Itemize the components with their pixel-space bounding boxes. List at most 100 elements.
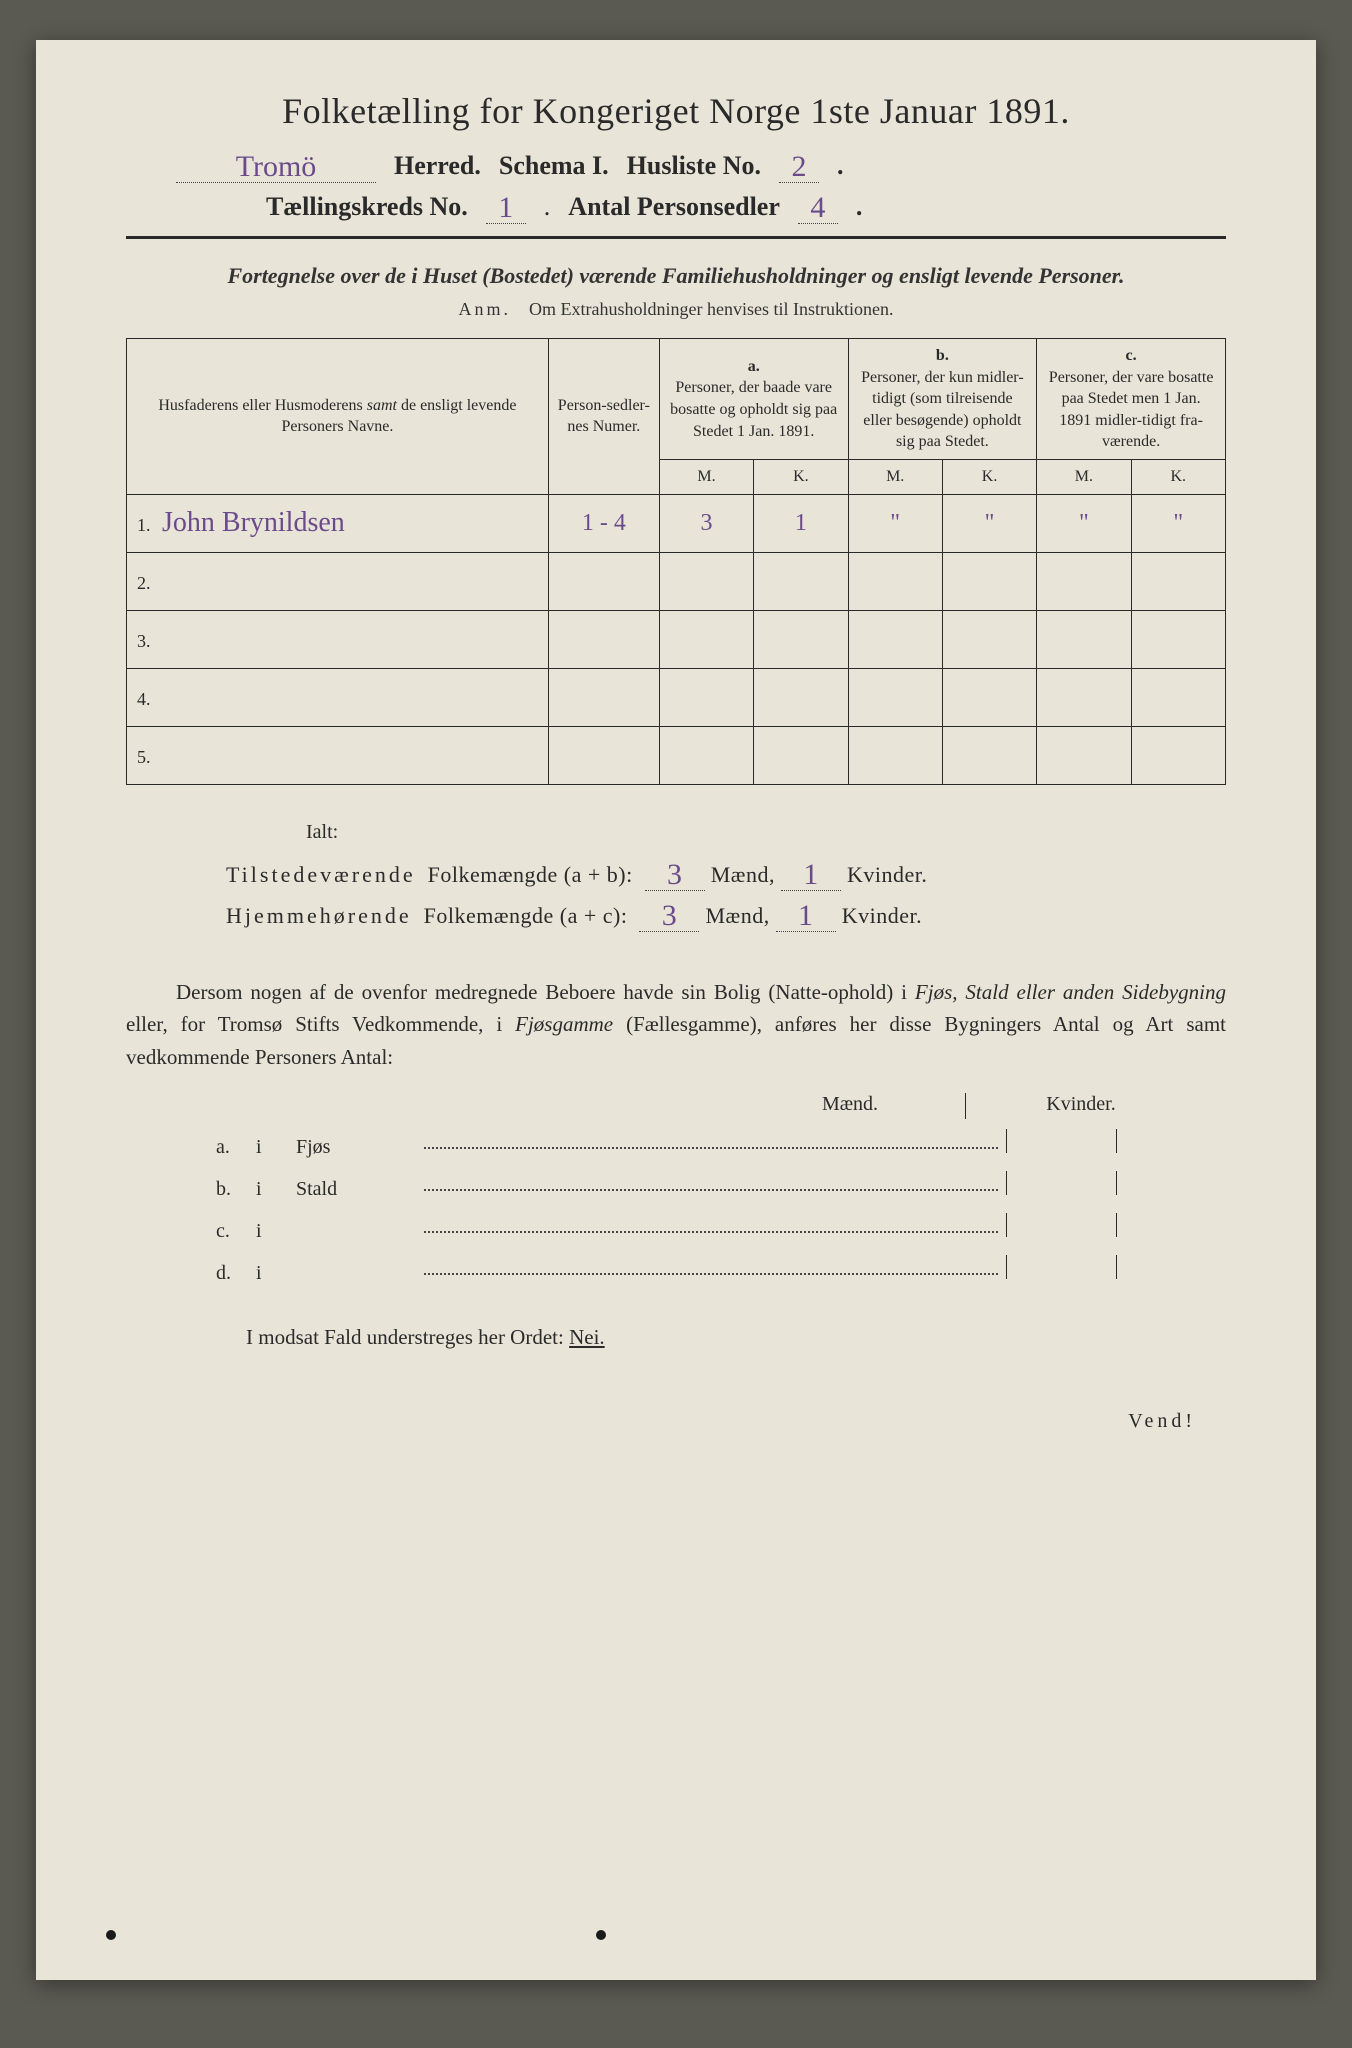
row-name-cell: 2.	[127, 552, 549, 610]
household-table: Husfaderens eller Husmoderens samt de en…	[126, 338, 1226, 785]
cell-cm	[1037, 668, 1131, 726]
herred-value: Tromö	[176, 152, 376, 183]
cell-ak	[754, 726, 848, 784]
row-name-cell: 1. John Brynildsen	[127, 494, 549, 552]
cell-bm	[848, 610, 942, 668]
col-num-header: Person-sedler-nes Numer.	[548, 339, 659, 495]
subtitle: Fortegnelse over de i Huset (Bostedet) v…	[126, 263, 1226, 289]
ialt-label: Ialt:	[126, 821, 1226, 844]
header-row-2: Tællingskreds No. 1 . Antal Personsedler…	[126, 191, 1226, 222]
cell-cm: "	[1037, 494, 1131, 552]
cell-ak: 1	[754, 494, 848, 552]
cell-num	[548, 726, 659, 784]
building-row: c.i	[216, 1213, 1226, 1243]
col-c-header: c. Personer, der vare bosatte paa Stedet…	[1037, 339, 1226, 460]
sum2-label: Hjemmehørende	[226, 903, 412, 928]
col-b-header: b. Personer, der kun midler-tidigt (som …	[848, 339, 1037, 460]
row-name-cell: 4.	[127, 668, 549, 726]
sum2-k: 1	[776, 901, 836, 932]
col-a-k: K.	[754, 459, 848, 494]
cell-ck: "	[1131, 494, 1225, 552]
sum1-label: Tilstedeværende	[226, 862, 416, 887]
cell-ak	[754, 668, 848, 726]
row-name-cell: 5.	[127, 726, 549, 784]
divider	[126, 236, 1226, 239]
header-row-1: Tromö Herred. Schema I. Husliste No. 2 .	[126, 150, 1226, 181]
table-row: 4.	[127, 668, 1226, 726]
antal-label: Antal Personsedler	[568, 192, 780, 222]
mk-header: Mænd. Kvinder.	[126, 1093, 1226, 1119]
cell-ck	[1131, 552, 1225, 610]
cell-bm	[848, 668, 942, 726]
vend-label: Vend!	[126, 1410, 1226, 1433]
punch-hole-mid	[596, 1930, 606, 1940]
col-c-m: M.	[1037, 459, 1131, 494]
col-b-m: M.	[848, 459, 942, 494]
cell-cm	[1037, 610, 1131, 668]
table-row: 1. John Brynildsen1 - 431""""	[127, 494, 1226, 552]
cell-bk	[942, 552, 1036, 610]
cell-num	[548, 668, 659, 726]
final-line: I modsat Fald understreges her Ordet: Ne…	[126, 1325, 1226, 1350]
page-title: Folketælling for Kongeriget Norge 1ste J…	[126, 90, 1226, 132]
mk-divider	[965, 1093, 966, 1119]
building-row: a.iFjøs	[216, 1129, 1226, 1159]
cell-bk: "	[942, 494, 1036, 552]
cell-bk	[942, 610, 1036, 668]
cell-am	[659, 668, 753, 726]
cell-bm: "	[848, 494, 942, 552]
anm-label: Anm.	[459, 299, 512, 319]
kreds-label: Tællingskreds No.	[266, 192, 468, 222]
instruction-paragraph: Dersom nogen af de ovenfor medregnede Be…	[126, 976, 1226, 1074]
cell-ck	[1131, 726, 1225, 784]
cell-bm	[848, 726, 942, 784]
sum1-k: 1	[781, 860, 841, 891]
cell-cm	[1037, 726, 1131, 784]
maend-label: Mænd,	[711, 862, 775, 887]
sum-line-1: Tilstedeværende Folkemængde (a + b): 3 M…	[126, 858, 1226, 889]
col-a-m: M.	[659, 459, 753, 494]
cell-num	[548, 610, 659, 668]
maend-col: Mænd.	[795, 1093, 905, 1119]
antal-value: 4	[798, 193, 838, 224]
col-a-header: a. Personer, der baade vare bosatte og o…	[659, 339, 848, 460]
herred-label: Herred.	[394, 151, 481, 181]
maend-label-2: Mænd,	[705, 903, 769, 928]
building-row: d.i	[216, 1255, 1226, 1285]
cell-am	[659, 610, 753, 668]
cell-num	[548, 552, 659, 610]
kvinder-label-2: Kvinder.	[842, 903, 922, 928]
table-row: 5.	[127, 726, 1226, 784]
cell-bk	[942, 726, 1036, 784]
building-row: b.iStald	[216, 1171, 1226, 1201]
anm-text: Om Extrahusholdninger henvises til Instr…	[529, 299, 893, 319]
kvinder-col: Kvinder.	[1026, 1093, 1136, 1119]
col-c-k: K.	[1131, 459, 1225, 494]
cell-cm	[1037, 552, 1131, 610]
husliste-value: 2	[779, 152, 819, 183]
cell-am: 3	[659, 494, 753, 552]
row-name-cell: 3.	[127, 610, 549, 668]
sum2-m: 3	[639, 901, 699, 932]
kvinder-label: Kvinder.	[847, 862, 927, 887]
sum-line-2: Hjemmehørende Folkemængde (a + c): 3 Mæn…	[126, 899, 1226, 930]
table-row: 2.	[127, 552, 1226, 610]
col-b-k: K.	[942, 459, 1036, 494]
cell-ak	[754, 610, 848, 668]
cell-bm	[848, 552, 942, 610]
census-form-page: Folketælling for Kongeriget Norge 1ste J…	[36, 40, 1316, 1980]
nei-underlined: Nei.	[569, 1325, 605, 1349]
schema-label: Schema I.	[499, 151, 609, 181]
sum1-m: 3	[645, 860, 705, 891]
anm-line: Anm. Om Extrahusholdninger henvises til …	[126, 299, 1226, 320]
husliste-label: Husliste No.	[627, 151, 761, 181]
building-list: a.iFjøs b.iStald c.i d.i	[126, 1129, 1226, 1285]
cell-ck	[1131, 668, 1225, 726]
col-name-header: Husfaderens eller Husmoderens samt de en…	[127, 339, 549, 495]
cell-num: 1 - 4	[548, 494, 659, 552]
table-row: 3.	[127, 610, 1226, 668]
punch-hole-left	[106, 1930, 116, 1940]
cell-bk	[942, 668, 1036, 726]
kreds-value: 1	[486, 193, 526, 224]
cell-am	[659, 552, 753, 610]
